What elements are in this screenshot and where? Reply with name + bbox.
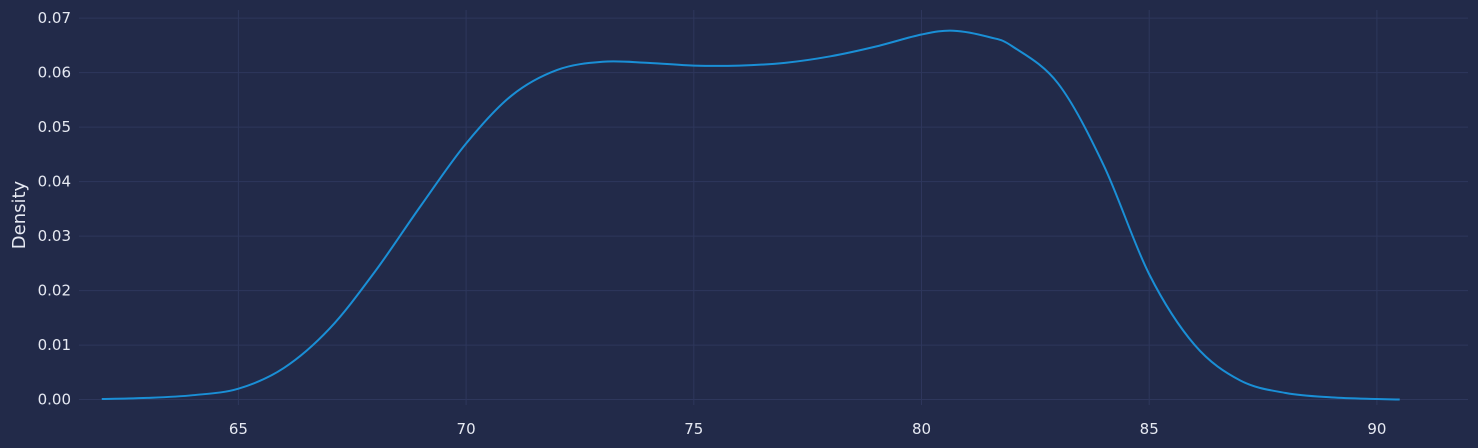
y-tick-label: 0.07 bbox=[38, 9, 71, 27]
y-tick-label: 0.04 bbox=[38, 173, 71, 191]
y-axis-title: Density bbox=[9, 180, 30, 249]
x-axis-ticks: 65 70 75 80 85 90 bbox=[229, 420, 1387, 438]
y-tick-label: 0.06 bbox=[38, 64, 71, 82]
x-tick-label: 65 bbox=[229, 420, 248, 438]
y-tick-label: 0.00 bbox=[38, 391, 71, 409]
x-tick-label: 75 bbox=[684, 420, 703, 438]
y-tick-label: 0.05 bbox=[38, 118, 71, 136]
y-tick-label: 0.01 bbox=[38, 336, 71, 354]
y-tick-label: 0.02 bbox=[38, 282, 71, 300]
x-tick-label: 70 bbox=[457, 420, 476, 438]
x-tick-label: 80 bbox=[912, 420, 931, 438]
series-lines bbox=[101, 29, 1400, 401]
y-tick-label: 0.03 bbox=[38, 227, 71, 245]
density-curve bbox=[101, 29, 1400, 401]
y-axis-ticks: 0.00 0.01 0.02 0.03 0.04 0.05 0.06 0.07 bbox=[38, 9, 71, 408]
x-tick-label: 85 bbox=[1140, 420, 1159, 438]
x-tick-label: 90 bbox=[1367, 420, 1386, 438]
grid bbox=[79, 10, 1468, 405]
